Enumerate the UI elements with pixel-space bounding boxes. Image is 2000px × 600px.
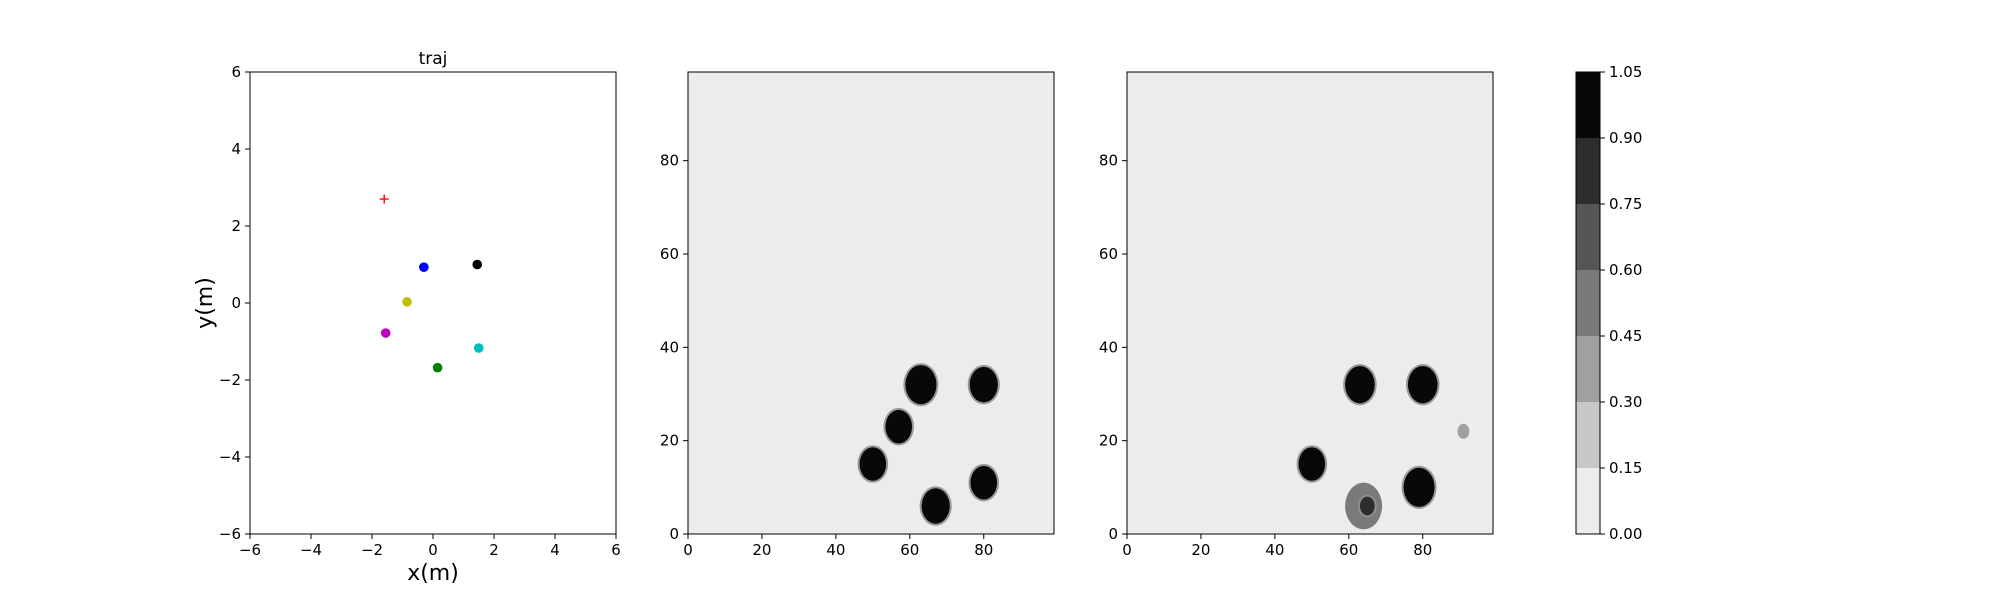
colorbar-band xyxy=(1576,138,1600,204)
map1-ytick-label: 60 xyxy=(660,245,679,263)
map-panel-1: 0 20 40 60 80 0 20 40 60 80 xyxy=(660,71,1055,559)
colorbar-tick-label: 1.05 xyxy=(1609,63,1642,81)
colorbar-tick-label: 0.60 xyxy=(1609,261,1642,279)
obstacle-blob xyxy=(1359,496,1375,516)
traj-xtick-label: −6 xyxy=(239,541,261,559)
map1-frame xyxy=(687,71,1055,535)
map2-ticks: 0 20 40 60 80 0 20 40 60 80 xyxy=(1099,152,1432,559)
traj-ytick-label: −4 xyxy=(219,448,241,466)
map1-xtick-label: 60 xyxy=(900,541,919,559)
traj-xlabel: x(m) xyxy=(407,561,459,586)
map2-xtick-label: 80 xyxy=(1413,541,1432,559)
map2-frame xyxy=(1126,71,1494,535)
obstacle-blob xyxy=(1457,423,1470,439)
traj-plot-area xyxy=(250,72,616,534)
obstacle-blob xyxy=(1407,366,1438,404)
traj-xtick-label: 6 xyxy=(611,541,621,559)
map-panel-2: 0 20 40 60 80 0 20 40 60 80 xyxy=(1099,71,1494,559)
traj-panel: traj −6 −4 −2 0 2 4 6 −6 −4 −2 0 2 4 6 x(m) y(m) xyxy=(193,49,621,586)
obstacle-blob xyxy=(859,447,887,481)
map2-xtick-label: 40 xyxy=(1265,541,1284,559)
traj-frame xyxy=(249,71,617,535)
colorbar-band xyxy=(1576,336,1600,402)
colorbar-band xyxy=(1576,270,1600,336)
obstacle-blob xyxy=(885,409,913,444)
traj-ytick-label: −6 xyxy=(219,525,241,543)
map2-xtick-label: 0 xyxy=(1122,541,1132,559)
colorbar-ticks: 0.00 0.15 0.30 0.45 0.60 0.75 0.90 1.05 xyxy=(1600,63,1642,543)
colorbar: 0.00 0.15 0.30 0.45 0.60 0.75 0.90 1.05 xyxy=(1575,63,1642,543)
obstacle-blob xyxy=(1345,366,1375,404)
map1-xtick-label: 0 xyxy=(683,541,693,559)
colorbar-tick-label: 0.75 xyxy=(1609,195,1642,213)
colorbar-frame xyxy=(1575,71,1601,535)
traj-ytick-label: −2 xyxy=(219,371,241,389)
colorbar-tick-label: 0.15 xyxy=(1609,459,1642,477)
traj-points xyxy=(379,194,484,373)
colorbar-band xyxy=(1576,468,1600,534)
map1-ytick-label: 0 xyxy=(669,525,679,543)
traj-ylabel: y(m) xyxy=(193,277,218,329)
traj-title: traj xyxy=(419,49,448,69)
map1-xtick-label: 80 xyxy=(974,541,993,559)
map1-ytick-label: 40 xyxy=(660,338,679,356)
traj-ticks: −6 −4 −2 0 2 4 6 −6 −4 −2 0 2 4 6 xyxy=(219,63,621,559)
traj-xtick-label: 4 xyxy=(550,541,560,559)
map2-xtick-label: 20 xyxy=(1191,541,1210,559)
map2-ytick-label: 0 xyxy=(1108,525,1118,543)
map1-ytick-label: 80 xyxy=(660,152,679,170)
traj-xtick-label: 0 xyxy=(428,541,438,559)
agent-point xyxy=(472,259,483,270)
map1-xtick-label: 20 xyxy=(752,541,771,559)
colorbar-tick-label: 0.90 xyxy=(1609,129,1642,147)
goal-plus-marker xyxy=(379,194,389,204)
colorbar-band xyxy=(1576,72,1600,138)
traj-ytick-label: 4 xyxy=(231,140,241,158)
obstacle-blob xyxy=(905,365,937,405)
traj-xtick-label: 2 xyxy=(489,541,499,559)
colorbar-tick-label: 0.30 xyxy=(1609,393,1642,411)
agent-point xyxy=(432,362,443,373)
map2-ytick-label: 40 xyxy=(1099,338,1118,356)
colorbar-tick-label: 0.00 xyxy=(1609,525,1642,543)
agent-point xyxy=(473,343,484,353)
traj-ytick-label: 2 xyxy=(231,217,241,235)
colorbar-bands xyxy=(1576,72,1600,534)
map2-xtick-label: 60 xyxy=(1339,541,1358,559)
map2-ytick-label: 60 xyxy=(1099,245,1118,263)
agent-point xyxy=(402,297,412,307)
map2-ytick-label: 80 xyxy=(1099,152,1118,170)
obstacle-blob xyxy=(1298,447,1326,481)
traj-xtick-label: −2 xyxy=(361,541,383,559)
obstacle-blob xyxy=(969,366,998,403)
map2-blobs xyxy=(1296,364,1472,532)
colorbar-tick-label: 0.45 xyxy=(1609,327,1642,345)
traj-xtick-label: −4 xyxy=(300,541,322,559)
agent-point xyxy=(419,262,429,272)
colorbar-band xyxy=(1576,204,1600,270)
traj-ytick-label: 6 xyxy=(231,63,241,81)
colorbar-band xyxy=(1576,402,1600,468)
map1-xtick-label: 40 xyxy=(826,541,845,559)
obstacle-blob xyxy=(1403,467,1435,507)
map2-ytick-label: 20 xyxy=(1099,432,1118,450)
agent-point xyxy=(380,328,391,338)
traj-ytick-label: 0 xyxy=(231,294,241,312)
map1-blobs xyxy=(857,363,1000,526)
obstacle-blob xyxy=(970,465,998,500)
map1-ticks: 0 20 40 60 80 0 20 40 60 80 xyxy=(660,152,993,559)
map1-ytick-label: 20 xyxy=(660,432,679,450)
obstacle-blob xyxy=(921,488,950,524)
